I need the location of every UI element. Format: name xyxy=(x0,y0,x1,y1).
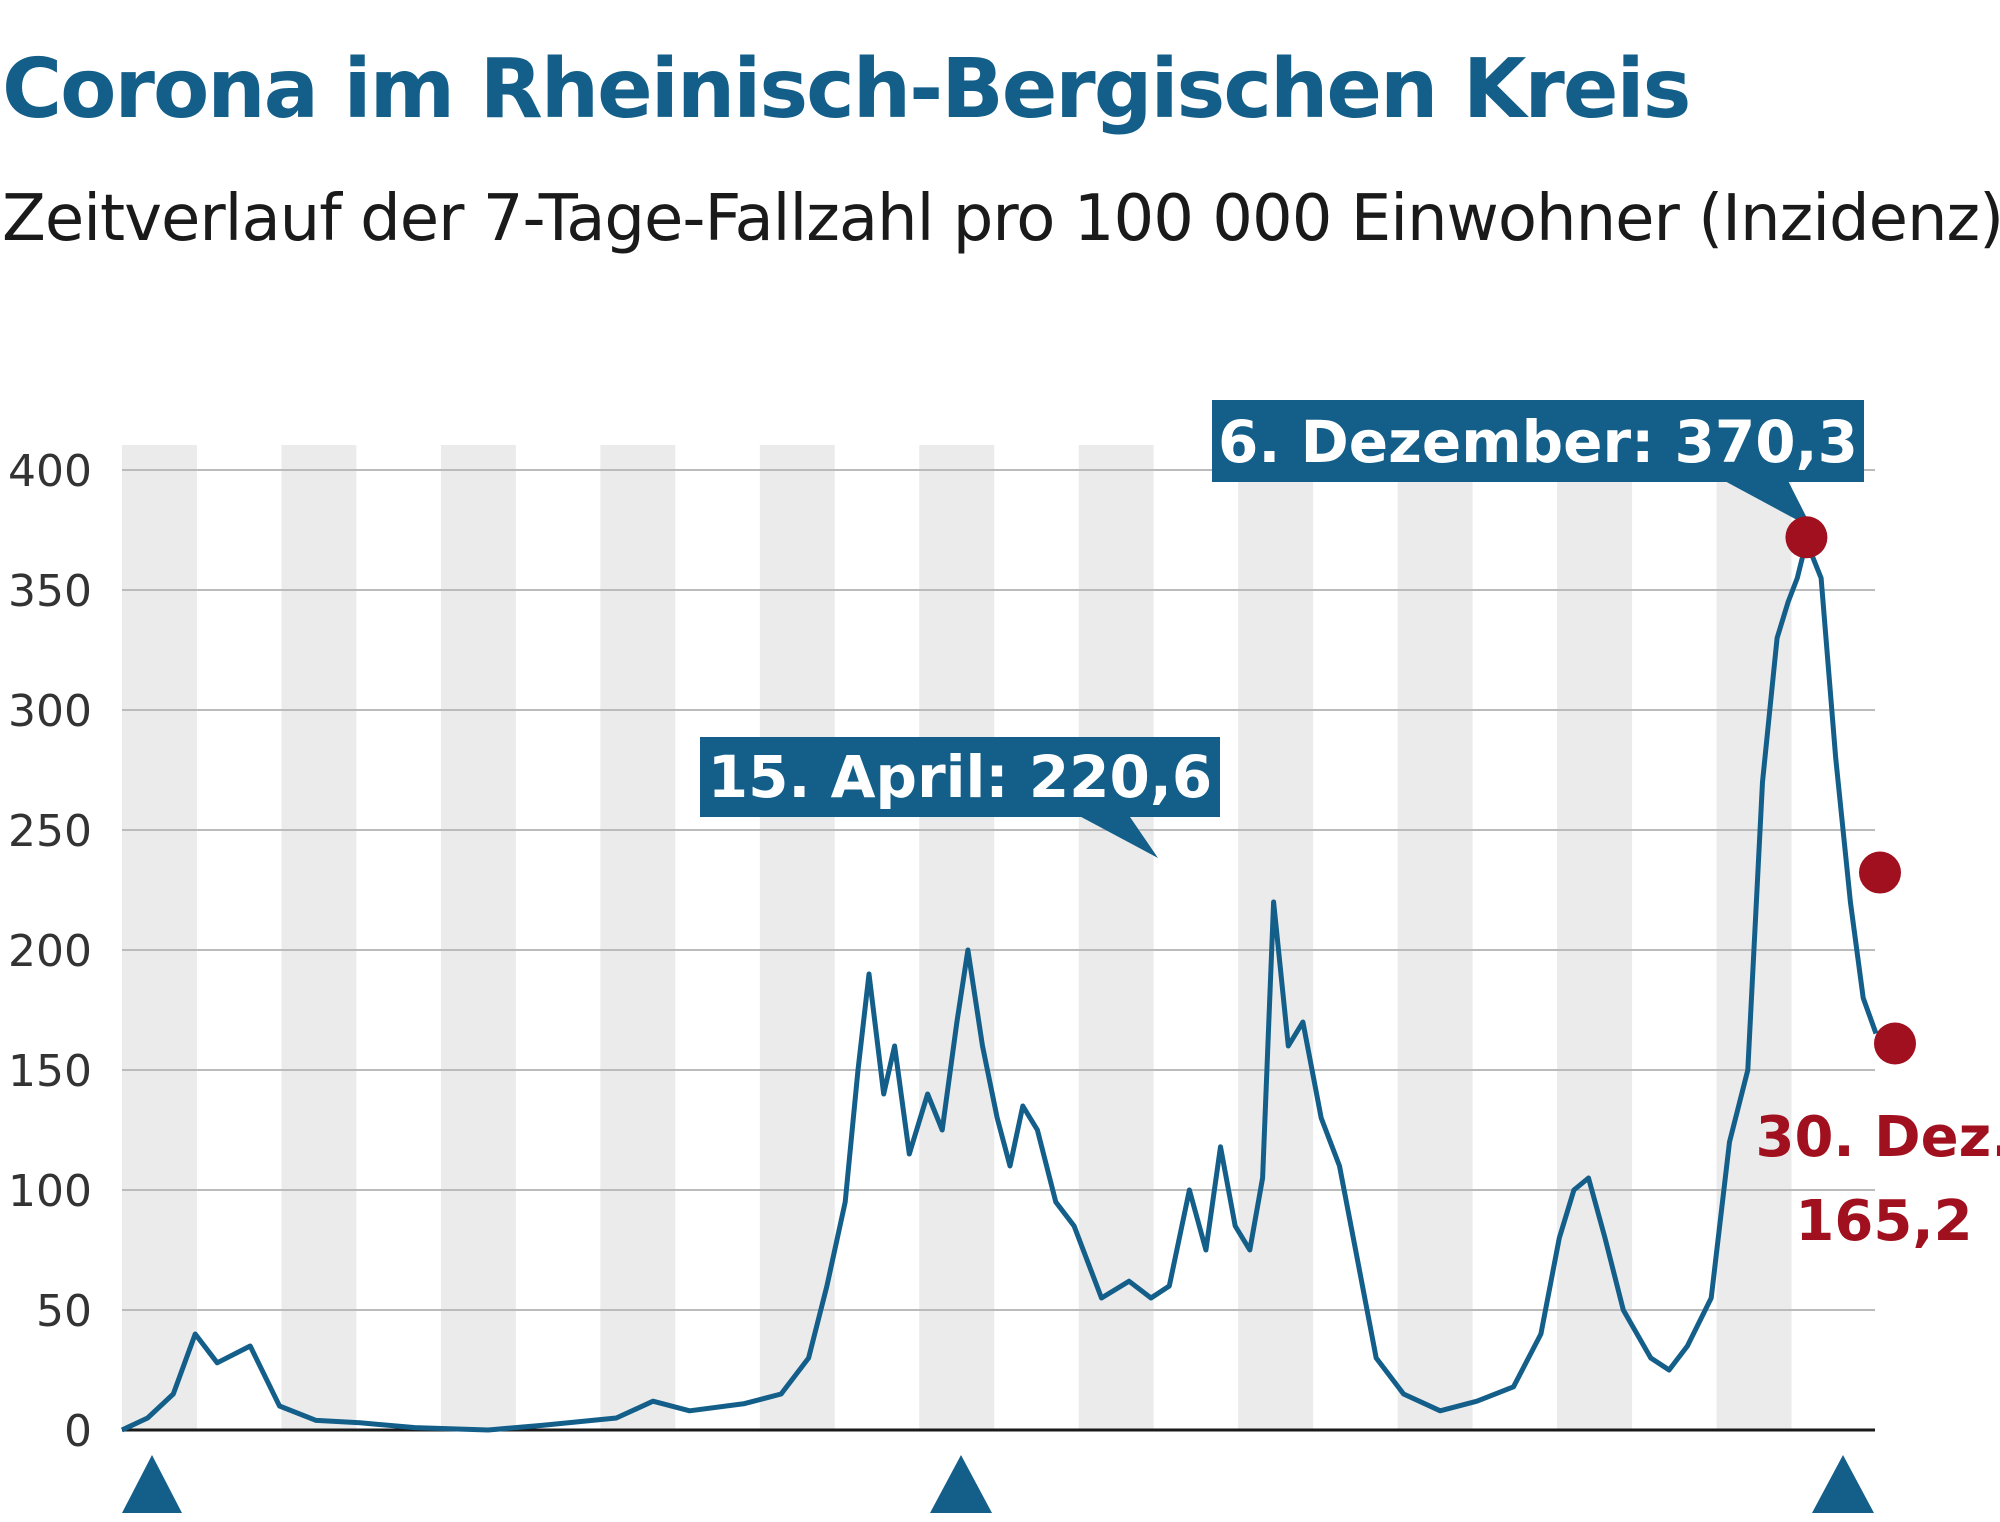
latest-value-label: 165,2 xyxy=(1795,1189,1972,1254)
month-band xyxy=(600,445,676,1430)
month-band xyxy=(1557,445,1633,1430)
series-line-incidence xyxy=(120,538,1879,1433)
marker-december-peak xyxy=(1785,516,1828,559)
month-band xyxy=(759,445,835,1430)
month-band xyxy=(1078,445,1154,1430)
year-marker-triangle xyxy=(1812,1455,1874,1513)
y-tick-label: 150 xyxy=(8,1046,92,1097)
year-marker-triangle xyxy=(122,1455,182,1513)
callout-april: 15. April: 220,6 xyxy=(700,737,1220,858)
marker-latest-value xyxy=(1874,1022,1916,1065)
month-band xyxy=(281,445,357,1430)
month-band xyxy=(1397,445,1473,1430)
callout-december: 6. Dezember: 370,3 xyxy=(1212,400,1864,528)
year-marker-triangle xyxy=(930,1455,992,1513)
month-band xyxy=(122,445,197,1430)
chart-title: Corona im Rheinisch-Bergischen Kreis xyxy=(2,42,1691,137)
marker-april-peak xyxy=(1859,851,1901,894)
y-tick-label: 350 xyxy=(8,566,92,617)
month-band xyxy=(919,445,995,1430)
month-bands xyxy=(122,445,1792,1430)
y-tick-label: 400 xyxy=(8,446,92,497)
callout-december-box xyxy=(1212,400,1864,482)
month-band xyxy=(440,445,516,1430)
chart-subtitle: Zeitverlauf der 7-Tage-Fallzahl pro 100 … xyxy=(2,182,2000,256)
callout-december-label: 6. Dezember: 370,3 xyxy=(1218,408,1858,476)
y-tick-label: 50 xyxy=(36,1286,92,1337)
y-tick-label: 0 xyxy=(64,1406,92,1457)
y-tick-label: 200 xyxy=(8,926,92,977)
callout-april-label: 15. April: 220,6 xyxy=(708,743,1213,811)
y-tick-label: 300 xyxy=(8,686,92,737)
y-tick-label: 250 xyxy=(8,806,92,857)
y-axis-ticks: 0 50 100 150 200 250 300 350 400 xyxy=(8,446,92,1457)
latest-date-label: 30. Dez. xyxy=(1755,1105,2000,1170)
callout-april-box xyxy=(700,737,1220,817)
y-tick-label: 100 xyxy=(8,1166,92,1217)
grid-lines xyxy=(122,469,1875,1311)
